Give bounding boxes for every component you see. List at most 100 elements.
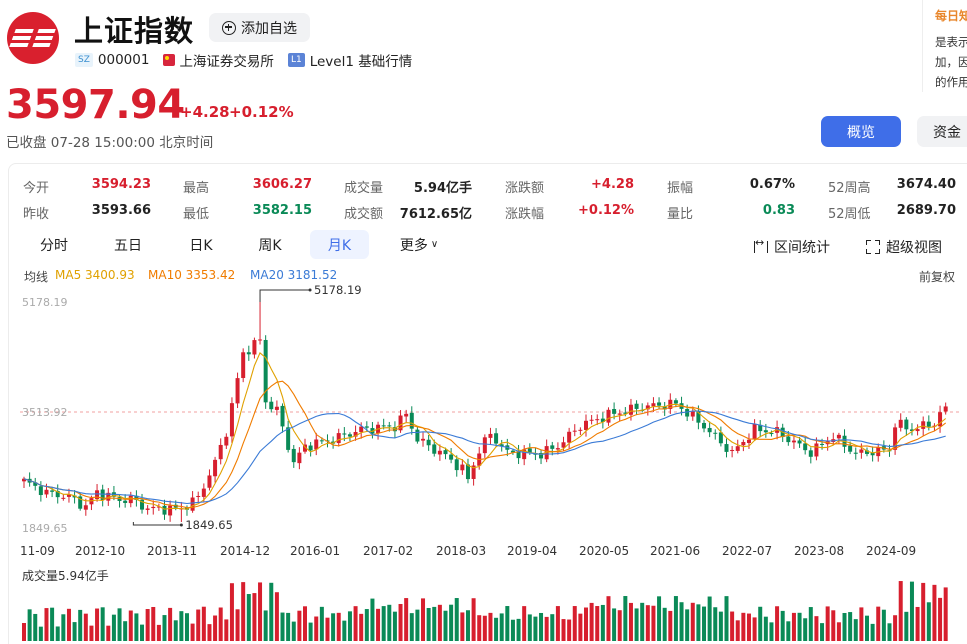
min-annotation-dot <box>179 523 183 527</box>
candle-body <box>797 440 802 444</box>
volume-bar <box>600 604 605 641</box>
super-view-button[interactable]: 超级视图 <box>866 237 942 257</box>
tab-more-label: 更多 <box>399 237 428 254</box>
volume-bar <box>22 623 26 641</box>
candle-body <box>657 402 662 406</box>
volume-bar <box>775 606 780 641</box>
candle-body <box>95 490 100 499</box>
ma10-line <box>23 380 947 509</box>
price-change: +4.28 <box>180 103 230 121</box>
volume-bar <box>589 602 594 641</box>
volume-bar <box>325 617 330 641</box>
candle-body <box>690 411 695 417</box>
volume-bar <box>584 607 588 641</box>
fund-button[interactable]: 资金 <box>917 116 967 147</box>
volume-bar <box>870 623 875 641</box>
overview-button[interactable]: 概览 <box>821 116 901 147</box>
volume-bar <box>791 612 796 641</box>
volume-bar <box>246 594 251 641</box>
volume-bar <box>381 606 386 641</box>
tab-intraday[interactable]: 分时 <box>40 237 68 254</box>
candle-body <box>286 427 291 450</box>
volume-bar <box>786 621 791 641</box>
volume-bar <box>612 608 617 641</box>
volume-bar <box>128 610 133 641</box>
candle-body <box>347 434 352 437</box>
volume-bar <box>595 606 600 641</box>
min-annotation-label: 1849.65 <box>185 518 233 532</box>
volume-bar <box>623 596 628 641</box>
volume-bar <box>331 613 336 641</box>
volume-bar <box>443 610 448 641</box>
candle-body <box>702 422 707 429</box>
volume-bar <box>853 619 858 641</box>
add-watchlist-button[interactable]: 添加自选 <box>209 13 310 42</box>
candle-body <box>499 444 504 447</box>
volume-bar <box>471 598 476 641</box>
candle-body <box>769 433 774 435</box>
volume-bar <box>437 604 442 641</box>
candle-body <box>319 440 324 442</box>
china-flag-icon <box>163 54 176 66</box>
x-axis-tick-label: 2012-10 <box>75 544 125 558</box>
candle-body <box>140 499 145 510</box>
volume-bar <box>44 608 49 641</box>
candle-body <box>426 439 431 446</box>
tab-more[interactable]: 更多 ∨ <box>388 230 450 259</box>
volume-bar <box>100 607 105 641</box>
candle-body <box>297 452 302 464</box>
candle-body <box>409 412 414 429</box>
candle-body <box>269 401 274 410</box>
volume-bar <box>196 609 201 641</box>
volume-bar <box>235 609 240 641</box>
candle-body <box>904 419 909 430</box>
x-axis-tick-label: 2016-01 <box>290 544 340 558</box>
daily-knowledge-panel: 每日知 是表示 加，因 的作用 <box>922 0 967 92</box>
tab-five-day[interactable]: 五日 <box>114 237 142 254</box>
stat-value: +0.12% <box>578 203 634 218</box>
volume-bar <box>876 606 881 641</box>
candle-body <box>387 425 392 427</box>
candle-body <box>404 413 409 417</box>
volume-bar <box>938 597 943 641</box>
candle-body <box>100 489 105 500</box>
expand-icon <box>866 240 880 254</box>
tab-weekly-k[interactable]: 周K <box>258 237 282 254</box>
volume-bar <box>578 613 583 641</box>
volume-bar <box>213 615 218 641</box>
x-axis-tick-label: 2020-05 <box>579 544 629 558</box>
volume-bar <box>38 626 43 641</box>
stat-value: 2689.70 <box>896 203 956 218</box>
daily-knowledge-line: 加，因 <box>935 55 967 69</box>
volume-bar <box>415 609 420 641</box>
adjust-mode[interactable]: 前复权 <box>919 270 956 284</box>
x-axis-tick-label: 2014-12 <box>220 544 270 558</box>
stat-label: 52周低 <box>828 207 871 222</box>
candle-body <box>561 442 566 448</box>
volume-bar <box>724 596 729 641</box>
volume-bar <box>454 598 459 641</box>
candle-body <box>870 453 875 456</box>
tab-daily-k[interactable]: 日K <box>189 237 213 254</box>
chevron-down-icon: ∨ <box>430 239 439 250</box>
volume-bar <box>409 613 414 641</box>
candle-body <box>752 423 757 439</box>
tab-monthly-k[interactable]: 月K <box>310 230 369 259</box>
volume-bar <box>404 598 409 641</box>
candle-body <box>510 450 515 453</box>
ma5-line <box>23 352 947 510</box>
range-stats-button[interactable]: 区间统计 <box>754 236 830 257</box>
candle-body <box>392 427 397 432</box>
stat-value: 0.83 <box>762 203 795 218</box>
volume-bar <box>72 622 77 641</box>
candle-body <box>280 405 285 427</box>
volume-bar <box>263 610 268 641</box>
candle-body <box>22 478 26 482</box>
volume-bar <box>527 614 532 641</box>
volume-bar <box>730 611 735 641</box>
candle-body <box>353 431 358 437</box>
candle-body <box>623 412 628 414</box>
super-view-label: 超级视图 <box>886 240 942 256</box>
candle-body <box>437 450 442 455</box>
